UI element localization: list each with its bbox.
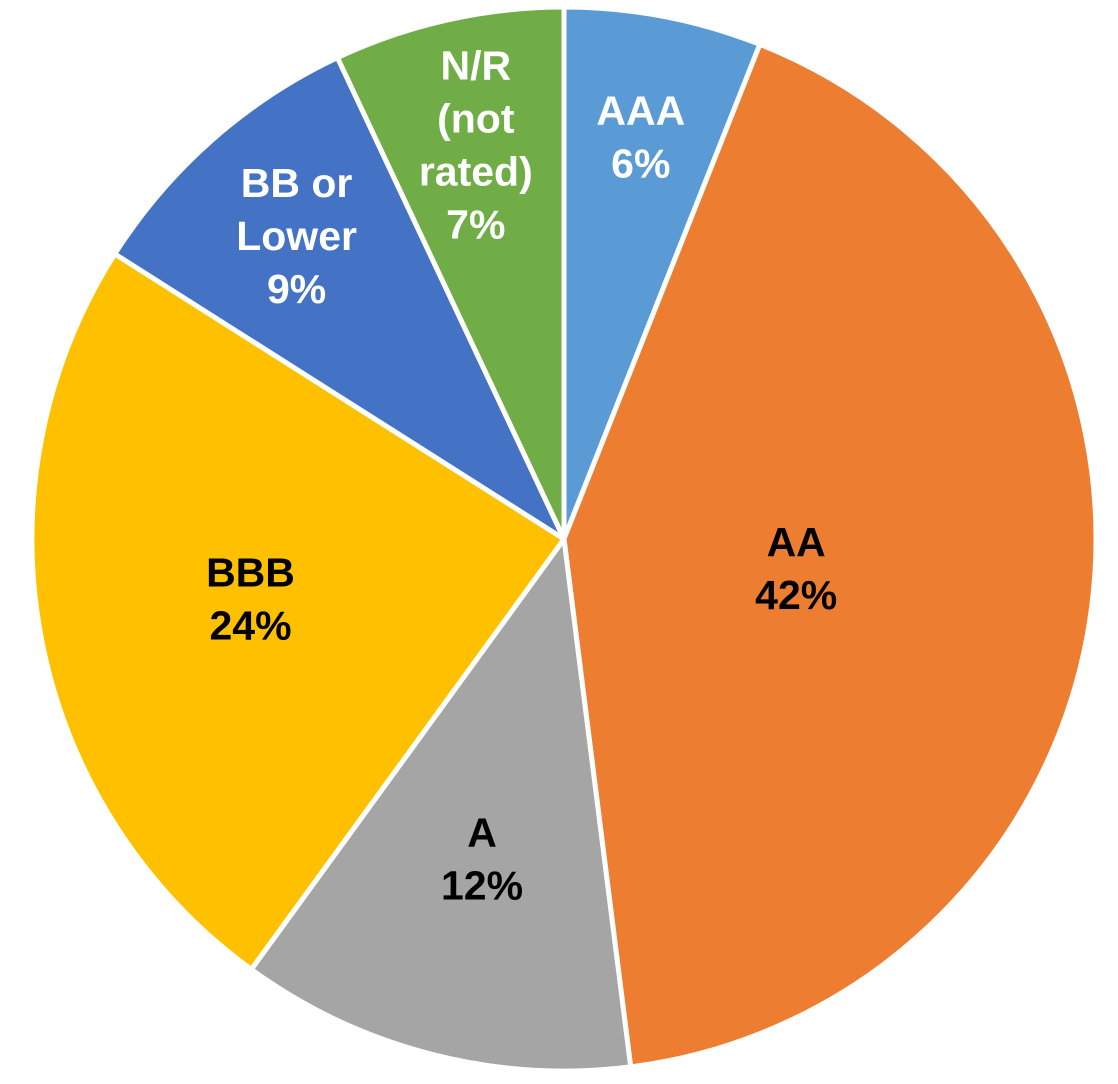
slice-label-n-r-not-rated-line-0: N/R	[440, 42, 511, 88]
slice-label-bb-or-lower-line-2: 9%	[267, 266, 326, 312]
pie-slice-a	[248, 536, 634, 1074]
pie-slices-group	[29, 4, 1099, 1074]
pie-labels-group: AAA 6% AA 42% A 12% BBB 24% BB or Lower 9% N/R (not r…	[206, 42, 837, 908]
slice-label-aaa-line-1: 6%	[611, 141, 670, 187]
slice-label-a-line-1: 12%	[441, 862, 523, 908]
slice-label-bbb-line-0: BBB	[206, 550, 295, 596]
slice-label-aa-line-0: AA	[767, 519, 826, 565]
pie-slice-bb-or-lower	[112, 55, 567, 542]
pie-slice-bbb	[29, 251, 567, 972]
slice-label-a-line-0: A	[467, 809, 497, 855]
pie-slice-aa	[561, 41, 1099, 1070]
slice-label-bbb-line-1: 24%	[209, 603, 291, 649]
pie-slice-aaa	[561, 4, 763, 542]
slice-label-n-r-not-rated-line-1: (not	[437, 95, 515, 141]
slice-label-aaa-line-0: AAA	[596, 88, 685, 134]
slice-label-aa-line-1: 42%	[755, 572, 837, 618]
slice-label-n-r-not-rated-line-3: 7%	[446, 201, 505, 247]
slice-label-bb-or-lower-line-0: BB or	[241, 160, 353, 206]
pie-slice-n-r-not-rated	[334, 4, 567, 542]
slice-label-n-r-not-rated-line-2: rated)	[419, 148, 533, 194]
slice-label-bb-or-lower-line-1: Lower	[236, 213, 357, 259]
